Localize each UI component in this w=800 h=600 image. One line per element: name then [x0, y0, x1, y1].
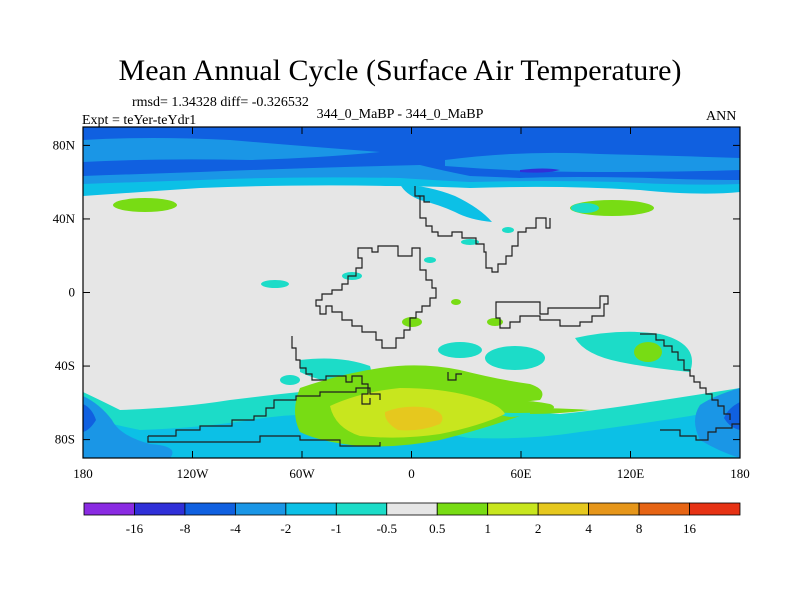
contour-arctic-deep: [520, 168, 560, 173]
colorbar-label: 2: [535, 521, 542, 536]
coast-outline: [418, 195, 430, 203]
coast-outline: [315, 245, 437, 349]
coast-outline: [495, 295, 609, 329]
contour-south-darkblue-west: [83, 404, 96, 432]
lat-tick-label: 40S: [55, 358, 75, 373]
lat-tick-label: 0: [69, 285, 76, 300]
colorbar-label: 0.5: [429, 521, 445, 536]
colorbar-swatch: [537, 502, 590, 516]
colorbar-label: 8: [636, 521, 643, 536]
map-field: [83, 127, 740, 458]
lat-tick-label: 40N: [53, 211, 76, 226]
contour-asia-cyan: [571, 203, 599, 213]
lon-tick-label: 180: [730, 466, 750, 481]
lon-tick-label: 60E: [511, 466, 532, 481]
contour-mid-cyan-2: [485, 346, 545, 370]
colorbar-swatch: [436, 502, 489, 516]
colorbar-label: 1: [484, 521, 491, 536]
colorbar-swatch: [386, 502, 438, 516]
colorbar-label: 16: [683, 521, 697, 536]
colorbar-swatch: [638, 502, 690, 516]
colorbar-label: -8: [180, 521, 191, 536]
contour-north-arctic-lightblue: [445, 152, 740, 172]
contour-cyan-patch: [261, 280, 289, 288]
colorbar-swatch: [234, 502, 287, 516]
contour-south-darkblue-east: [724, 402, 740, 430]
coast-outline: [147, 435, 381, 447]
stats-line: rmsd= 1.34328 diff= -0.326532: [132, 95, 309, 110]
contour-south-orange: [384, 406, 443, 431]
experiment-label: Expt = teYer-teYdr1: [82, 113, 197, 128]
contour-mid-cyan-3: [438, 342, 482, 358]
colorbar-label: -1: [331, 521, 342, 536]
colorbar-swatch: [184, 502, 236, 516]
lat-tick-label: 80S: [55, 432, 75, 447]
contour-east-green-spot: [634, 342, 662, 362]
colorbar-swatch: [335, 502, 388, 516]
contour-cyan-patch: [461, 239, 479, 245]
colorbar-swatch: [285, 502, 337, 516]
coast-outline: [640, 333, 731, 420]
contour-cyan-southwest: [280, 375, 300, 385]
colorbar-label: -0.5: [376, 521, 397, 536]
coast-outline: [660, 423, 740, 441]
lon-tick-label: 180: [73, 466, 93, 481]
coast-outline: [148, 387, 381, 437]
coast-outline: [291, 336, 371, 405]
colorbar: -16 -8 -4 -2 -1 -0.5 0.5 1 2 4 8 16: [83, 502, 741, 536]
contour-europe-cyan-spur: [400, 184, 492, 222]
coastlines: [147, 186, 740, 447]
colorbar-label: -16: [126, 521, 144, 536]
contour-green-patch: [402, 317, 422, 327]
contour-cyan-patch: [424, 257, 436, 263]
contour-na-green: [113, 198, 177, 212]
lon-tick-label: 120E: [617, 466, 645, 481]
lat-tick-label: 80N: [53, 137, 76, 152]
colorbar-label: 4: [585, 521, 592, 536]
lon-tick-label: 120W: [177, 466, 210, 481]
colorbar-swatch: [689, 502, 741, 516]
contour-south-blue: [83, 396, 173, 458]
season-label: ANN: [706, 109, 737, 124]
colorbar-swatch: [134, 502, 186, 516]
colorbar-swatch: [487, 502, 539, 516]
plot-subtitle: 344_0_MaBP - 344_0_MaBP: [316, 107, 484, 122]
lon-tick-label: 60W: [289, 466, 315, 481]
plot-title: Mean Annual Cycle (Surface Air Temperatu…: [118, 54, 682, 87]
colorbar-swatch: [588, 502, 640, 516]
contour-green-patch: [487, 318, 503, 326]
colorbar-label: -4: [230, 521, 241, 536]
lon-tick-label: 0: [408, 466, 415, 481]
contour-south-green-tail: [530, 408, 590, 414]
contour-cyan-patch: [502, 227, 514, 233]
contour-north-band-lightblue: [83, 138, 380, 162]
colorbar-swatch: [83, 502, 135, 516]
contour-green-patch: [451, 299, 461, 305]
colorbar-label: -2: [280, 521, 291, 536]
coast-outline: [447, 372, 462, 381]
axis-layer: 180 120W 60W 0 60E 120E 180 80N 40N 0 40S 80S: [53, 127, 750, 481]
coast-outline: [414, 186, 551, 273]
